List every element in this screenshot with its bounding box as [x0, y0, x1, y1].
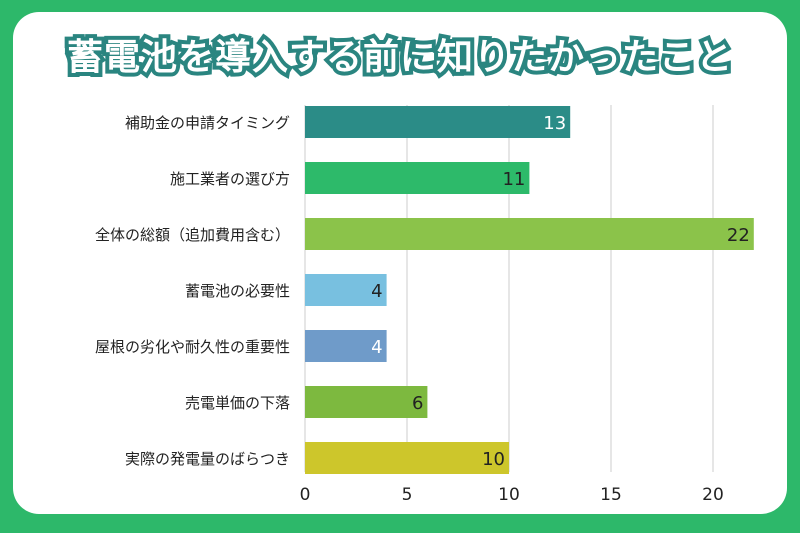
category-label: 実際の発電量のばらつき: [125, 450, 290, 468]
category-label: 売電単価の下落: [185, 394, 290, 412]
category-label: 蓄電池の必要性: [185, 282, 290, 300]
bar: [305, 330, 387, 362]
data-label: 6: [412, 393, 423, 414]
bar: [305, 442, 509, 474]
data-label: 22: [727, 225, 750, 246]
x-tick-label: 5: [402, 485, 413, 505]
data-label: 13: [543, 113, 566, 134]
data-label: 4: [371, 337, 382, 358]
data-label: 10: [482, 449, 505, 470]
x-tick-label: 0: [300, 485, 311, 505]
category-label: 全体の総額（追加費用含む）: [95, 226, 290, 244]
chart-card: [13, 12, 787, 514]
category-label: 補助金の申請タイミング: [125, 114, 290, 132]
data-label: 4: [371, 281, 382, 302]
data-label: 11: [502, 169, 525, 190]
category-label: 屋根の劣化や耐久性の重要性: [95, 338, 290, 356]
bar: [305, 386, 428, 418]
chart-title: 蓄電池を導入する前に知りたかったこと: [63, 33, 736, 82]
bar: [305, 218, 754, 250]
x-tick-label: 10: [498, 485, 520, 505]
bar: [305, 106, 571, 138]
bar: [305, 274, 387, 306]
x-tick-label: 15: [600, 485, 622, 505]
category-label: 施工業者の選び方: [170, 170, 290, 188]
bar: [305, 162, 530, 194]
x-tick-label: 20: [702, 485, 724, 505]
